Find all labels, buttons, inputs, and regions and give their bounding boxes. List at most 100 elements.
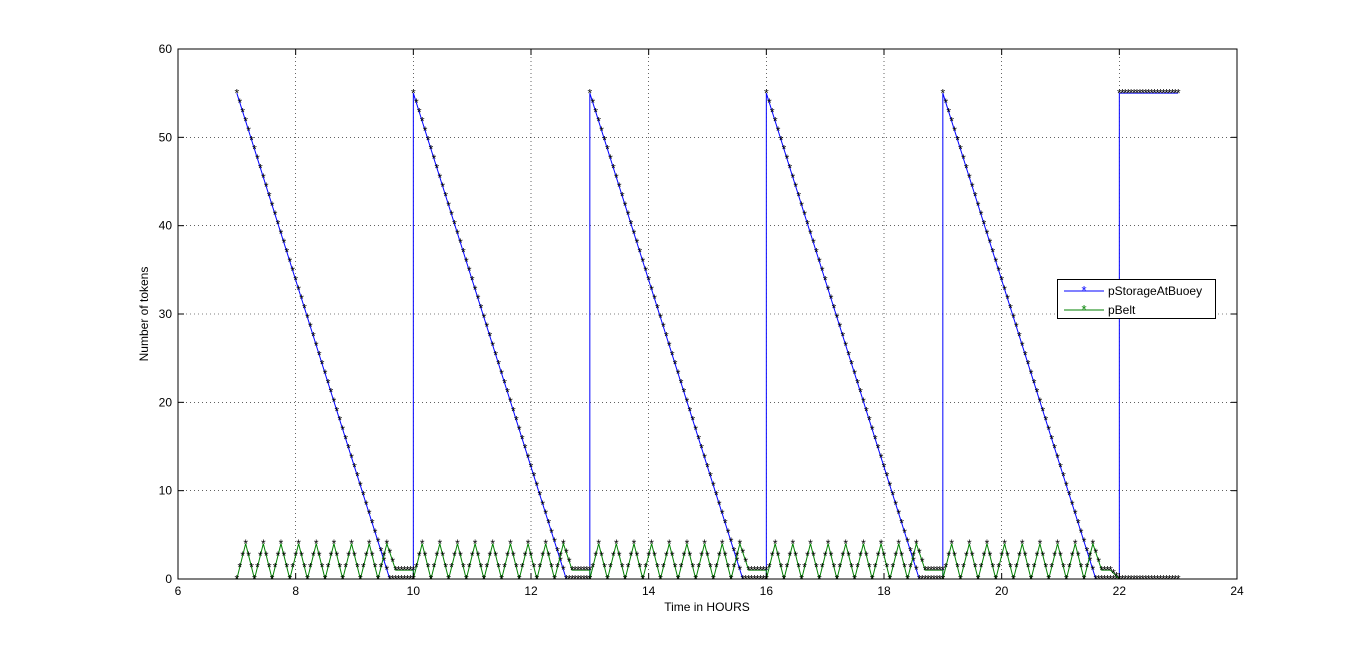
data-point-marker: *	[985, 227, 990, 241]
series-layer: ****************************************…	[234, 87, 1180, 587]
data-point-marker: *	[738, 563, 743, 577]
data-point-marker: *	[285, 561, 290, 575]
data-point-marker: *	[417, 105, 422, 119]
data-point-marker: *	[667, 339, 672, 353]
data-point-marker: *	[590, 96, 595, 110]
data-point-marker: *	[626, 561, 631, 575]
data-point-marker: *	[1002, 283, 1007, 297]
data-point-marker: *	[514, 561, 519, 575]
data-point-marker: *	[646, 549, 651, 563]
data-point-marker: *	[599, 124, 604, 138]
data-point-marker: *	[732, 561, 737, 575]
data-point-marker: *	[905, 535, 910, 549]
data-point-marker: *	[943, 561, 948, 575]
data-point-marker: *	[958, 143, 963, 157]
data-point-marker: *	[1035, 549, 1040, 563]
data-point-marker: *	[688, 549, 693, 563]
data-point-marker: *	[1091, 537, 1096, 551]
data-point-marker: *	[446, 199, 451, 213]
data-point-marker: *	[417, 549, 422, 563]
data-point-marker: *	[605, 143, 610, 157]
data-point-marker: *	[455, 227, 460, 241]
data-point-marker: *	[385, 537, 390, 551]
data-point-marker: *	[585, 564, 590, 578]
data-point-marker: *	[1105, 564, 1110, 578]
data-point-marker: *	[464, 255, 469, 269]
data-point-marker: *	[682, 386, 687, 400]
data-point-marker: *	[490, 537, 495, 551]
data-point-marker: *	[1146, 87, 1151, 101]
data-point-marker: *	[590, 561, 595, 575]
data-point-marker: *	[1046, 423, 1051, 437]
data-point-marker: *	[811, 236, 816, 250]
data-point-marker: *	[1005, 292, 1010, 306]
data-point-marker: *	[332, 395, 337, 409]
data-point-marker: *	[1120, 87, 1125, 101]
data-point-marker: *	[320, 358, 325, 372]
data-point-marker: *	[796, 561, 801, 575]
data-point-marker: *	[255, 152, 260, 166]
data-point-marker: *	[708, 561, 713, 575]
data-point-marker: *	[282, 236, 287, 250]
data-point-marker: *	[879, 451, 884, 465]
data-point-marker: *	[290, 561, 295, 575]
x-tick-label: 10	[407, 584, 421, 598]
data-point-marker: *	[311, 330, 316, 344]
data-point-marker: *	[1141, 87, 1146, 101]
data-point-marker: *	[523, 442, 528, 456]
data-point-marker: *	[490, 339, 495, 353]
data-point-marker: *	[549, 526, 554, 540]
data-point-marker: *	[273, 208, 278, 222]
data-point-marker: *	[370, 549, 375, 563]
data-point-marker: *	[1091, 563, 1096, 577]
data-point-marker: *	[526, 451, 531, 465]
data-point-marker: *	[567, 555, 572, 569]
data-point-marker: *	[367, 507, 372, 521]
data-point-marker: *	[814, 561, 819, 575]
data-point-marker: *	[535, 479, 540, 493]
x-tick-label: 18	[877, 584, 891, 598]
data-point-marker: *	[1076, 516, 1081, 530]
data-point-marker: *	[1135, 87, 1140, 101]
data-point-marker: *	[923, 564, 928, 578]
data-point-marker: *	[702, 537, 707, 551]
data-point-marker: *	[670, 549, 675, 563]
data-point-marker: *	[1049, 561, 1054, 575]
data-point-marker: *	[476, 292, 481, 306]
data-point-marker: *	[573, 564, 578, 578]
data-point-marker: *	[343, 561, 348, 575]
data-point-marker: *	[952, 124, 957, 138]
data-point-marker: *	[643, 561, 648, 575]
data-point-marker: *	[593, 105, 598, 119]
data-point-marker: *	[982, 549, 987, 563]
data-point-marker: *	[258, 549, 263, 563]
data-point-marker: *	[443, 189, 448, 203]
data-point-marker: *	[511, 549, 516, 563]
data-point-marker: *	[570, 564, 575, 578]
data-point-marker: *	[487, 549, 492, 563]
data-point-marker: *	[385, 563, 390, 577]
data-point-marker: *	[1126, 87, 1131, 101]
y-tick-label: 50	[159, 130, 173, 144]
data-point-marker: *	[711, 479, 716, 493]
data-point-marker: *	[270, 199, 275, 213]
x-tick-label: 8	[292, 584, 299, 598]
data-point-marker: *	[679, 376, 684, 390]
data-point-marker: *	[314, 537, 319, 551]
data-point-marker: *	[1129, 87, 1134, 101]
data-point-marker: *	[655, 302, 660, 316]
data-point-marker: *	[255, 561, 260, 575]
data-point-marker: *	[276, 217, 281, 231]
data-point-marker: *	[1052, 442, 1057, 456]
data-point-marker: *	[864, 549, 869, 563]
data-point-marker: *	[529, 549, 534, 563]
data-point-marker: *	[873, 432, 878, 446]
data-point-marker: *	[761, 564, 766, 578]
data-point-marker: *	[790, 171, 795, 185]
data-point-marker: *	[1041, 549, 1046, 563]
data-point-marker: *	[1070, 498, 1075, 512]
data-point-marker: *	[773, 537, 778, 551]
data-point-marker: *	[435, 161, 440, 175]
data-point-marker: *	[785, 152, 790, 166]
